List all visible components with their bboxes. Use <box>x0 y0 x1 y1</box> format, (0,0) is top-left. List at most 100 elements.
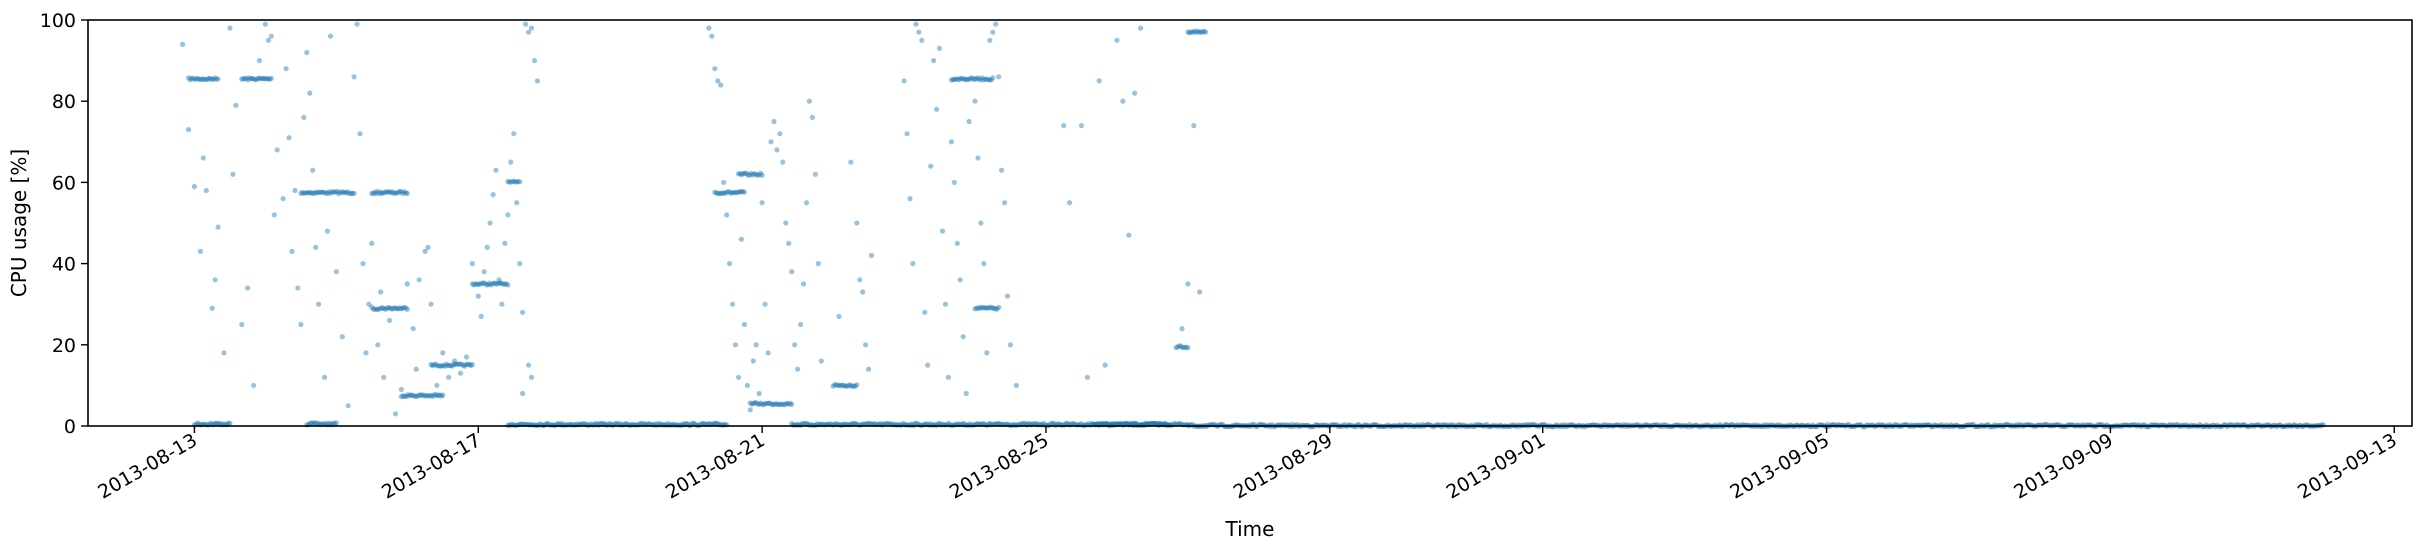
data-point <box>510 178 516 184</box>
data-point <box>370 306 376 312</box>
data-point <box>298 190 304 196</box>
data-point <box>912 420 918 426</box>
data-point <box>760 401 766 408</box>
x-tick-label: 2013-09-05 <box>1726 429 1833 503</box>
data-point <box>747 400 753 406</box>
data-point <box>245 77 251 83</box>
data-point <box>1142 420 1148 426</box>
plot-frame <box>87 19 2413 427</box>
data-point <box>418 392 424 398</box>
data-point <box>307 420 313 427</box>
data-point <box>449 363 455 369</box>
data-point <box>250 75 256 82</box>
data-point <box>494 281 500 287</box>
data-point <box>417 392 423 398</box>
data-point <box>267 76 273 82</box>
y-tick-label: 80 <box>52 91 76 113</box>
data-point <box>753 171 759 177</box>
data-point <box>706 25 712 31</box>
data-point <box>975 306 981 312</box>
data-point <box>508 159 514 165</box>
data-point <box>1144 421 1150 427</box>
data-point <box>959 76 965 82</box>
data-point <box>970 75 976 81</box>
data-point <box>739 172 745 178</box>
data-point <box>378 289 384 295</box>
data-point <box>493 167 499 173</box>
data-point <box>424 393 431 399</box>
data-point <box>180 41 186 48</box>
data-point <box>452 361 459 367</box>
data-point <box>200 155 206 161</box>
data-point <box>951 76 958 82</box>
data-point <box>389 189 395 195</box>
data-point <box>981 305 988 311</box>
data-point <box>303 190 309 196</box>
data-point <box>438 393 444 399</box>
data-point <box>948 139 955 145</box>
data-point <box>404 392 411 398</box>
data-point <box>334 189 340 195</box>
data-point <box>523 21 529 27</box>
data-point <box>783 220 789 226</box>
data-point <box>503 281 509 287</box>
data-point <box>440 392 446 398</box>
data-point <box>1132 90 1138 96</box>
data-point <box>313 190 320 196</box>
data-point <box>750 358 756 364</box>
data-point <box>435 393 441 399</box>
data-point <box>763 400 769 406</box>
data-point <box>784 400 790 406</box>
data-point <box>721 179 727 185</box>
data-point <box>962 76 968 83</box>
data-point <box>787 400 793 406</box>
data-point <box>307 90 313 96</box>
data-point <box>984 76 990 82</box>
data-point <box>194 420 201 426</box>
data-point <box>264 75 270 82</box>
data-point <box>715 420 721 427</box>
data-point <box>1126 232 1132 238</box>
data-point <box>755 401 761 407</box>
data-point <box>215 420 221 427</box>
data-point <box>939 228 946 234</box>
data-point <box>398 394 404 400</box>
data-point <box>753 342 759 348</box>
data-point <box>398 306 404 312</box>
data-point <box>381 306 387 312</box>
data-point <box>598 421 605 427</box>
data-point <box>442 363 448 369</box>
data-point <box>544 420 550 427</box>
data-point <box>415 392 421 399</box>
data-point <box>713 190 720 196</box>
data-point <box>431 393 437 399</box>
data-point <box>327 421 333 427</box>
data-point <box>517 179 523 185</box>
data-point <box>723 190 729 196</box>
data-point <box>398 189 404 195</box>
data-point <box>528 25 535 31</box>
data-point <box>306 190 312 196</box>
data-point <box>262 76 268 82</box>
data-point <box>471 282 477 288</box>
data-point <box>922 309 928 315</box>
data-point <box>991 305 997 311</box>
data-point <box>841 382 847 389</box>
data-point <box>866 421 872 427</box>
data-point <box>301 114 307 120</box>
data-point <box>496 280 502 286</box>
data-point <box>737 171 743 177</box>
data-point <box>927 421 934 427</box>
data-point <box>526 29 532 35</box>
data-point <box>789 269 795 275</box>
data-point <box>776 401 783 407</box>
data-point <box>313 244 319 250</box>
data-point <box>511 178 518 184</box>
data-point <box>1113 421 1119 427</box>
data-point <box>304 49 310 56</box>
data-point <box>1195 28 1201 34</box>
data-point <box>373 306 380 312</box>
data-point <box>199 76 206 82</box>
y-tick-label: 60 <box>52 172 76 194</box>
data-point <box>954 240 960 246</box>
